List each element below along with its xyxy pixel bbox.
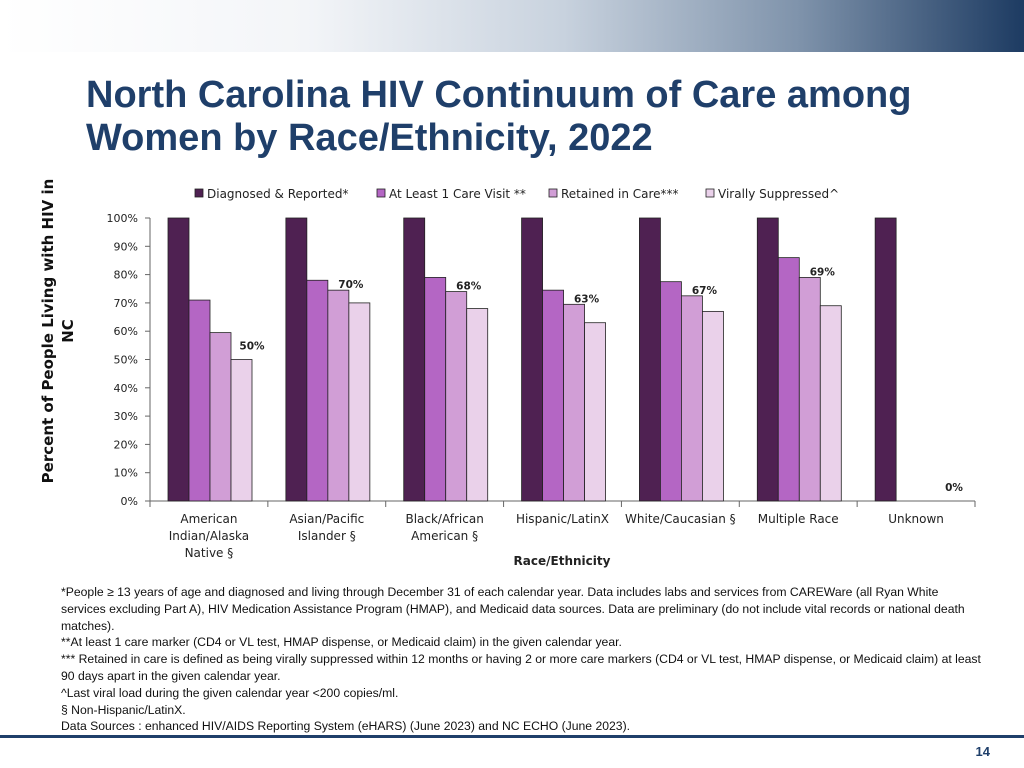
bar-retained: [798, 277, 821, 502]
footnote-diagnosed: *People ≥ 13 years of age and diagnosed …: [61, 585, 965, 633]
bar-diagnosed: [756, 217, 779, 502]
y-tick-label: 30%: [114, 410, 138, 423]
legend-swatch: [548, 188, 558, 198]
x-category-label: Multiple Race: [758, 512, 839, 526]
bar-suppressed: [702, 310, 724, 502]
bar-suppressed: [819, 305, 842, 502]
bar-suppressed: [348, 302, 371, 502]
bar-suppressed: [584, 322, 606, 502]
bar-suppressed: [230, 359, 253, 502]
data-label: 69%: [810, 266, 836, 278]
slide-title: North Carolina HIV Continuum of Care amo…: [86, 74, 986, 160]
bar-care-visit: [660, 281, 682, 502]
y-tick-label: 60%: [114, 325, 138, 338]
x-category-label: American §: [411, 529, 478, 543]
y-tick-label: 50%: [114, 354, 138, 367]
x-category-label: White/Caucasian §: [625, 512, 736, 526]
legend-label: Diagnosed & Reported*: [207, 187, 349, 201]
bar-retained: [445, 291, 468, 502]
x-category-label: Unknown: [888, 512, 944, 526]
footnote-data-sources: Data Sources : enhanced HIV/AIDS Reporti…: [61, 719, 631, 734]
data-label: 67%: [692, 285, 718, 297]
slide-title-line-1: North Carolina HIV Continuum of Care amo…: [86, 74, 912, 116]
bar-care-visit: [542, 289, 564, 502]
data-label: 70%: [338, 279, 364, 291]
bar-retained: [209, 332, 232, 502]
x-category-label: Islander §: [298, 529, 356, 543]
data-label: 50%: [239, 341, 265, 353]
x-category-label: American: [180, 512, 237, 526]
y-tick-label: 0%: [121, 495, 138, 508]
x-category-label: Black/African: [405, 512, 483, 526]
bar-retained: [681, 295, 703, 502]
legend-swatch: [194, 188, 204, 198]
data-label: 0%: [945, 482, 963, 494]
header-gradient-band: [0, 0, 1024, 52]
footnotes: *People ≥ 13 years of age and diagnosed …: [61, 584, 981, 735]
legend-label: At Least 1 Care Visit **: [389, 187, 526, 201]
x-category-label: Native §: [185, 546, 234, 560]
bar-suppressed: [466, 308, 489, 502]
continuum-of-care-bar-chart: 0% 10% 20% 30% 40% 50% 60% 70% 80% 90% 100% 50% 70% 6…: [39, 179, 976, 568]
bar-diagnosed: [167, 217, 190, 502]
bar-care-visit: [777, 257, 800, 502]
data-label: 63%: [574, 293, 600, 305]
y-tick-label: 10%: [114, 467, 138, 480]
bar-diagnosed: [639, 217, 661, 502]
y-axis-title-line-2: NC: [59, 319, 77, 343]
bar-care-visit: [424, 277, 447, 502]
y-axis-title-line-1: Percent of People Living with HIV in: [39, 179, 57, 484]
y-tick-label: 40%: [114, 382, 138, 395]
x-category-label: Asian/Pacific: [289, 512, 364, 526]
y-tick-label: 70%: [114, 297, 138, 310]
footnote-care-visit: **At least 1 care marker (CD4 or VL test…: [61, 635, 622, 650]
bar-diagnosed: [521, 217, 543, 502]
legend-swatch: [705, 188, 715, 198]
y-tick-label: 80%: [114, 269, 138, 282]
x-category-label: Hispanic/LatinX: [516, 512, 609, 526]
legend-swatch: [376, 188, 386, 198]
y-tick-label: 90%: [114, 240, 138, 253]
data-label: 68%: [456, 281, 482, 293]
bar-retained: [327, 289, 350, 502]
y-tick-label: 20%: [114, 438, 138, 451]
bar-diagnosed: [874, 217, 897, 502]
bar-retained: [563, 303, 585, 502]
bar-diagnosed: [285, 217, 308, 502]
bar-care-visit: [188, 299, 211, 502]
footnote-non-hispanic: § Non-Hispanic/LatinX.: [61, 702, 186, 717]
footnote-retained: *** Retained in care is defined as being…: [61, 652, 981, 683]
y-axis-title: Percent of People Living with HIV in NC: [39, 179, 77, 484]
x-axis-title: Race/Ethnicity: [514, 554, 611, 568]
footer-rule: [0, 735, 1024, 738]
page-number: 14: [975, 744, 990, 759]
bar-care-visit: [306, 279, 329, 502]
footnote-viral-load: ^Last viral load during the given calend…: [61, 685, 399, 700]
bar-diagnosed: [403, 217, 426, 502]
legend-label: Retained in Care***: [561, 187, 679, 201]
y-tick-label: 100%: [107, 212, 138, 225]
slide-title-line-2: Women by Race/Ethnicity, 2022: [86, 117, 653, 159]
legend-label: Virally Suppressed^: [718, 187, 839, 201]
x-category-label: Indian/Alaska: [169, 529, 249, 543]
